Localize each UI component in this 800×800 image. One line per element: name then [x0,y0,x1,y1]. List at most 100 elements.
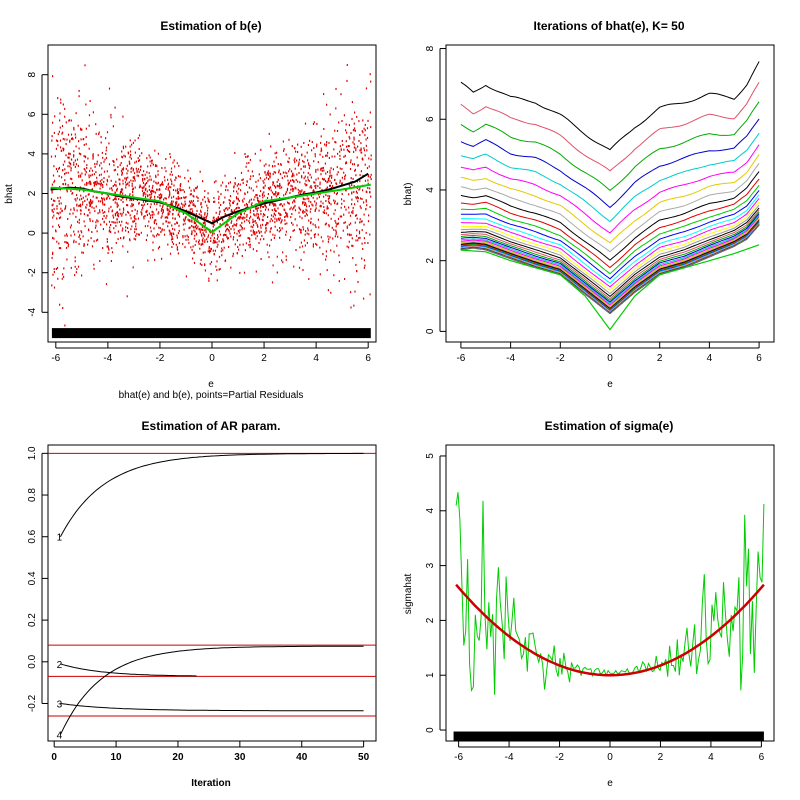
series-label: 4 [57,731,63,742]
partial-residual-point [361,130,363,133]
partial-residual-point [321,167,323,170]
x-tick-label: -6 [51,353,60,364]
x-tick-label: 4 [313,353,319,364]
partial-residual-point [127,227,129,229]
partial-residual-point [191,248,193,251]
partial-residual-point [302,228,305,231]
partial-residual-point [363,147,365,150]
x-tick-label: -2 [155,353,164,364]
partial-residual-point [99,164,101,167]
partial-residual-point [55,230,57,233]
partial-residual-point [58,247,60,250]
partial-residual-point [366,191,368,194]
partial-residual-point [301,217,303,220]
partial-residual-point [209,262,211,265]
partial-residual-point [290,206,292,209]
partial-residual-point [61,277,63,280]
partial-residual-point [79,203,82,206]
partial-residual-point [250,225,252,228]
partial-residual-point [133,220,136,223]
partial-residual-point [176,189,178,192]
partial-residual-point [218,206,220,209]
partial-residual-point [169,173,171,176]
partial-residual-point [259,200,261,203]
partial-residual-point [252,248,254,251]
partial-residual-point [306,205,308,208]
partial-residual-point [370,158,372,161]
partial-residual-point [334,202,336,205]
partial-residual-point [260,224,262,227]
partial-residual-point [129,145,131,148]
partial-residual-point [162,183,164,186]
partial-residual-point [210,247,212,250]
partial-residual-point [177,175,180,178]
partial-residual-point [317,161,319,164]
partial-residual-point [74,274,76,277]
partial-residual-point [311,203,313,206]
partial-residual-point [290,188,292,191]
iteration-curve [460,207,760,298]
partial-residual-point [314,233,316,236]
partial-residual-point [56,212,58,214]
partial-residual-point [150,178,152,181]
partial-residual-point [239,271,241,274]
partial-residual-point [93,267,95,270]
partial-residual-point [213,241,216,244]
partial-residual-point [76,194,78,197]
partial-residual-point [237,246,239,248]
partial-residual-point [370,80,372,83]
partial-residual-point [204,200,206,203]
partial-residual-point [153,222,156,225]
partial-residual-point [303,161,305,164]
x-tick-label: 50 [358,752,370,763]
partial-residual-point [261,194,264,197]
partial-residual-point [132,199,135,201]
partial-residual-point [336,244,338,247]
partial-residual-point [318,226,320,229]
partial-residual-point [68,119,70,122]
partial-residual-point [369,73,371,76]
partial-residual-point [178,204,180,207]
partial-residual-point [354,203,356,206]
partial-residual-point [297,180,299,183]
partial-residual-point [274,203,276,206]
partial-residual-point [222,238,224,241]
partial-residual-point [64,183,67,186]
partial-residual-point [78,204,80,207]
partial-residual-point [83,243,85,246]
partial-residual-point [195,213,197,215]
partial-residual-point [252,175,254,177]
partial-residual-point [258,173,260,176]
partial-residual-point [90,182,92,184]
partial-residual-point [221,254,223,257]
partial-residual-point [219,268,221,270]
partial-residual-point [229,214,231,217]
partial-residual-point [77,265,80,268]
partial-residual-point [161,206,164,209]
partial-residual-point [132,176,135,179]
partial-residual-point [258,201,260,204]
partial-residual-point [276,193,279,196]
partial-residual-point [299,246,301,249]
partial-residual-point [113,164,115,167]
partial-residual-point [256,223,258,226]
partial-residual-point [56,217,58,220]
partial-residual-point [340,237,342,239]
partial-residual-point [239,229,241,232]
partial-residual-point [370,126,372,129]
partial-residual-point [125,213,127,216]
partial-residual-point [168,196,170,199]
partial-residual-point [275,209,277,212]
partial-residual-point [151,213,153,216]
partial-residual-point [364,123,366,126]
partial-residual-point [303,201,305,204]
partial-residual-point [252,229,254,232]
partial-residual-point [278,230,280,233]
partial-residual-point [277,178,279,181]
partial-residual-point [189,201,192,204]
partial-residual-point [106,196,108,199]
partial-residual-point [169,232,171,234]
partial-residual-point [129,139,131,142]
partial-residual-point [116,211,118,214]
partial-residual-point [292,208,294,211]
